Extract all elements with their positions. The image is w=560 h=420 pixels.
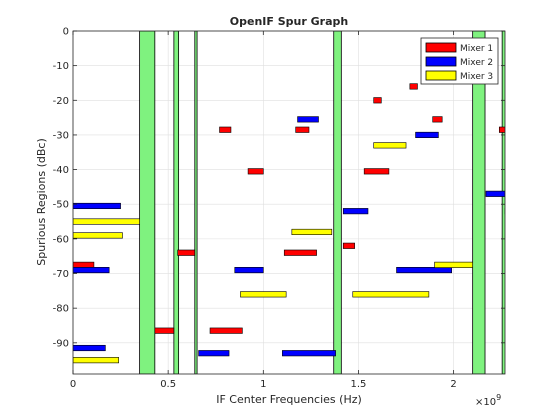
x-axis-exponent: ×109: [475, 393, 501, 408]
axes-box: [72, 30, 506, 375]
y-axis-label: Spurious Regions (dBc): [35, 138, 48, 266]
spur-bar: [409, 83, 418, 90]
spur-bar: [432, 116, 443, 123]
spur-bar: [342, 208, 369, 215]
spur-bar: [240, 291, 287, 298]
legend-swatch: [425, 70, 457, 81]
spur-bar: [73, 267, 110, 274]
y-tick-label: -10: [53, 61, 69, 72]
series-2: [73, 116, 505, 357]
spur-bar: [73, 218, 140, 225]
x-axis-exponent-power: 9: [496, 393, 501, 402]
spur-bar: [73, 344, 106, 352]
legend: Mixer 1 Mixer 2 Mixer 3: [420, 37, 499, 85]
y-tick-label: -70: [53, 269, 69, 280]
spur-bar: [73, 202, 121, 210]
axes: 0 0.5 1 1.5 2 0 -10 -20 -30 -40 -50 -60 -70 -80 -90: [53, 27, 506, 390]
spur-bar: [373, 142, 407, 149]
passband-region: [139, 31, 156, 374]
legend-label: Mixer 2: [460, 58, 493, 68]
y-tick-label: -30: [53, 130, 69, 141]
legend-label: Mixer 3: [460, 72, 493, 82]
spur-bar: [219, 126, 232, 133]
y-tick-label: -60: [53, 234, 69, 245]
spur-bar: [498, 126, 505, 133]
spur-bar: [73, 232, 123, 239]
spur-bar: [198, 350, 230, 357]
x-axis-label: IF Center Frequencies (Hz): [216, 393, 362, 406]
spur-bar: [373, 97, 382, 104]
y-tick-label: -20: [53, 96, 69, 107]
y-tick-label: -40: [53, 165, 69, 176]
y-tick-label: -90: [53, 338, 69, 349]
spur-bar: [209, 327, 243, 334]
spur-bar: [154, 327, 175, 334]
passband-region: [501, 31, 505, 374]
spur-bar: [396, 267, 453, 274]
x-tick-label: 1: [260, 379, 266, 390]
spur-bar: [291, 228, 333, 235]
y-tick-label: 0: [63, 27, 69, 38]
spur-bar: [363, 168, 390, 175]
legend-swatch: [425, 56, 457, 67]
spur-bar: [342, 242, 355, 249]
x-axis-exponent-base: ×10: [475, 397, 496, 408]
spur-bar: [485, 190, 505, 197]
x-tick-label: 0.5: [160, 379, 176, 390]
plot-area: 0 0.5 1 1.5 2 0 -10 -20 -30 -40 -50 -60 -70 -80 -90: [53, 27, 506, 390]
passband-region: [472, 31, 486, 374]
spur-bar: [295, 126, 310, 133]
series-1: [73, 83, 505, 334]
legend-swatch: [425, 42, 457, 53]
x-tick-label: 2: [450, 379, 456, 390]
passband-region: [173, 31, 180, 374]
spur-bar: [283, 249, 317, 256]
y-tick-label: -80: [53, 304, 69, 315]
spur-bar: [73, 261, 95, 268]
x-tick-label: 1.5: [351, 379, 367, 390]
legend-label: Mixer 1: [460, 44, 493, 54]
spur-bar: [282, 350, 336, 357]
x-tick-label: 0: [70, 379, 76, 390]
y-tick-label: -50: [53, 200, 69, 211]
spur-bar: [352, 291, 430, 298]
chart-title: OpenIF Spur Graph: [230, 15, 348, 28]
spur-bar: [73, 357, 119, 364]
passband-region: [194, 31, 198, 374]
spur-bar: [297, 116, 319, 123]
spur-bar: [177, 249, 196, 256]
series-3: [73, 142, 473, 364]
spur-bar: [415, 131, 439, 138]
passband-region: [333, 31, 342, 374]
spur-bar: [234, 267, 264, 274]
spur-bar: [247, 168, 264, 175]
plot-content: [73, 31, 505, 374]
spur-bar: [434, 261, 473, 268]
